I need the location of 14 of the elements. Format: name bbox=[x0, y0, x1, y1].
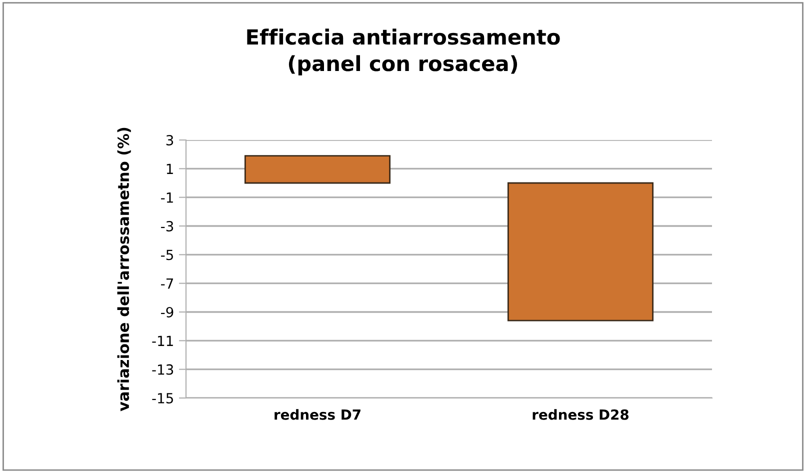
y-tick-label: -11 bbox=[152, 336, 173, 346]
y-axis-title: variazione dell'arrossametno (%) bbox=[117, 128, 131, 412]
y-tick-label: -5 bbox=[161, 250, 173, 260]
x-tick-label: redness D7 bbox=[274, 409, 360, 420]
y-tick-label: 1 bbox=[166, 164, 173, 174]
y-tick-label: 3 bbox=[166, 134, 174, 146]
y-tick-label: -3 bbox=[161, 220, 174, 232]
y-tick-label: -15 bbox=[152, 393, 173, 404]
chart-title: Efficacia antiarrossamento (panel con rosacea) bbox=[247, 28, 560, 76]
y-tick-label: -7 bbox=[161, 278, 174, 289]
y-tick-label: -9 bbox=[161, 306, 174, 318]
x-tick-label: redness D28 bbox=[532, 409, 629, 420]
y-tick-label: -13 bbox=[152, 364, 174, 375]
y-tick-label: -1 bbox=[161, 192, 173, 203]
